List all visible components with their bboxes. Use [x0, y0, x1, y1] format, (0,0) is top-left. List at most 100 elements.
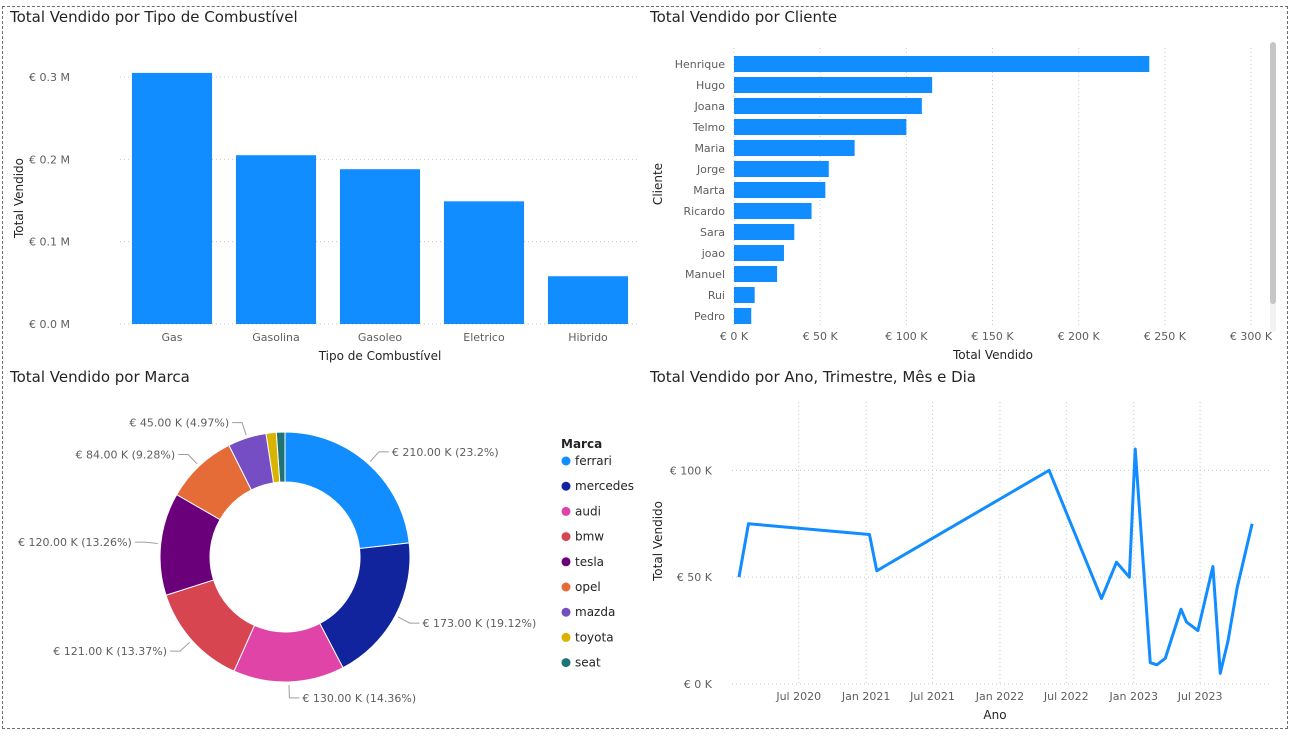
client-bar-joana: [734, 98, 922, 114]
client-bar-hugo: [734, 77, 933, 93]
client-x-axis-title: Total Vendido: [952, 348, 1033, 362]
fuel-y-tick-label: € 0.3 M: [29, 71, 70, 84]
client-y-tick-label: Joana: [694, 100, 725, 113]
timeline-x-tick-label: Jan 2022: [975, 690, 1024, 703]
donut-leader-line: [169, 642, 191, 652]
timeline-y-tick-label: € 50 K: [677, 571, 713, 584]
client-bar-marta: [734, 182, 826, 198]
fuel-type-chart-panel[interactable]: Total Vendido por Tipo de Combustível € …: [10, 8, 640, 368]
client-x-tick-label: € 200 K: [1058, 330, 1101, 343]
client-bar-rui: [734, 287, 755, 303]
client-x-tick-label: € 50 K: [803, 330, 839, 343]
client-x-tick-label: € 0 K: [720, 330, 749, 343]
timeline-x-tick-label: Jul 2021: [909, 690, 955, 703]
legend-item-bmw: bmw: [575, 530, 604, 544]
donut-legend-title: Marca: [561, 437, 602, 451]
timeline-chart-panel[interactable]: Total Vendido por Ano, Trimestre, Mês e …: [650, 368, 1282, 726]
client-y-tick-label: Telmo: [692, 121, 725, 134]
fuel-y-tick-label: € 0.1 M: [29, 236, 70, 249]
fuel-y-tick-label: € 0.0 M: [29, 318, 70, 331]
donut-data-label: € 130.00 K (14.36%): [302, 692, 416, 705]
client-y-tick-label: Pedro: [694, 310, 725, 323]
brand-chart-title: Total Vendido por Marca: [10, 368, 190, 386]
donut-data-label: € 84.00 K (9.28%): [75, 448, 175, 461]
client-chart-panel[interactable]: Total Vendido por Cliente € 0 K € 50 K € 1…: [650, 8, 1282, 368]
client-chart-title: Total Vendido por Cliente: [650, 8, 838, 26]
client-x-tick-label: € 100 K: [885, 330, 928, 343]
client-bar-sara: [734, 224, 795, 240]
fuel-bar-eletrico: [443, 201, 525, 324]
report-canvas: [2, 6, 1288, 729]
brand-chart-panel[interactable]: Total Vendido por Marca € 210.00 K (23.2…: [10, 368, 640, 726]
donut-leader-line: [288, 684, 300, 699]
donut-data-label: € 210.00 K (23.2%): [392, 446, 499, 459]
legend-marker-opel: [561, 582, 571, 592]
fuel-x-tick-label: Gasoleo: [358, 331, 403, 344]
fuel-y-axis-title: Total Vendido: [12, 158, 26, 239]
fuel-chart-title: Total Vendido por Tipo de Combustível: [10, 8, 298, 26]
client-y-tick-label: Marta: [693, 184, 725, 197]
timeline-chart-title: Total Vendido por Ano, Trimestre, Mês e …: [650, 368, 976, 386]
fuel-x-tick-label: Hibrido: [568, 331, 608, 344]
client-bar-pedro: [734, 308, 752, 324]
timeline-y-axis-title: Total Vendido: [651, 501, 665, 582]
timeline-x-axis-title: Ano: [983, 708, 1006, 722]
timeline-x-tick-label: Jul 2023: [1177, 690, 1223, 703]
client-x-tick-label: € 150 K: [971, 330, 1014, 343]
client-y-tick-label: Maria: [694, 142, 725, 155]
client-x-tick-label: € 250 K: [1144, 330, 1187, 343]
client-y-tick-label: joao: [701, 247, 726, 260]
client-bar-telmo: [734, 119, 907, 135]
timeline-x-tick-label: Jan 2021: [841, 690, 890, 703]
donut-leader-line: [178, 453, 198, 465]
fuel-y-tick-label: € 0.2 M: [29, 153, 70, 166]
timeline-x-tick-label: Jan 2023: [1109, 690, 1158, 703]
legend-item-tesla: tesla: [575, 555, 604, 569]
legend-marker-toyota: [561, 632, 571, 642]
timeline-series-line: [737, 447, 1254, 675]
client-y-tick-label: Sara: [700, 226, 725, 239]
fuel-x-tick-label: Gas: [162, 331, 183, 344]
fuel-bar-gasoleo: [339, 169, 421, 324]
donut-data-label: € 45.00 K (4.97%): [129, 417, 229, 430]
fuel-chart-svg: € 0.0 M € 0.1 M € 0.2 M € 0.3 M Gas Gasolina G…: [12, 71, 640, 363]
client-bar-ricardo: [734, 203, 812, 219]
legend-marker-seat: [561, 658, 571, 668]
donut-leader-line: [134, 541, 158, 544]
timeline-y-tick-label: € 0 K: [684, 678, 713, 691]
fuel-bar-hibrido: [547, 276, 629, 324]
legend-marker-mercedes: [561, 481, 571, 491]
client-y-tick-label: Hugo: [696, 79, 725, 92]
legend-marker-mazda: [561, 607, 571, 617]
fuel-bar-gas: [131, 72, 213, 324]
timeline-x-tick-label: Jul 2022: [1043, 690, 1089, 703]
timeline-y-tick-label: € 100 K: [670, 464, 713, 477]
client-chart-svg: € 0 K € 50 K € 100 K € 150 K € 200 K € 250 K €…: [651, 48, 1273, 362]
client-bar-manuel: [734, 266, 778, 282]
legend-marker-audi: [561, 506, 571, 516]
client-bar-henrique: [734, 56, 1150, 72]
donut-data-label: € 120.00 K (13.26%): [18, 536, 132, 549]
donut-leader-line: [369, 451, 389, 462]
client-y-tick-label: Rui: [708, 289, 725, 302]
client-bar-maria: [734, 140, 855, 156]
client-chart-scrollbar-thumb[interactable]: [1270, 42, 1276, 304]
client-y-tick-label: Manuel: [685, 268, 725, 281]
client-x-tick-label: € 300 K: [1230, 330, 1273, 343]
client-bar-joao: [734, 245, 784, 261]
timeline-x-tick-label: Jul 2020: [775, 690, 821, 703]
legend-item-audi: audi: [575, 504, 601, 518]
fuel-x-tick-label: Gasolina: [252, 331, 300, 344]
fuel-bar-gasolina: [235, 155, 317, 324]
fuel-x-tick-label: Eletrico: [463, 331, 505, 344]
legend-item-ferrari: ferrari: [575, 454, 612, 468]
brand-chart-svg: € 210.00 K (23.2%) € 173.00 K (19.12%) € 1…: [18, 417, 634, 705]
legend-marker-ferrari: [561, 456, 571, 466]
donut-leader-line: [232, 422, 247, 436]
fuel-x-axis-title: Tipo de Combustível: [318, 349, 442, 363]
client-y-tick-label: Henrique: [675, 58, 726, 71]
donut-slice-seat: [275, 431, 286, 483]
client-y-tick-label: Jorge: [696, 163, 725, 176]
legend-marker-bmw: [561, 532, 571, 542]
donut-data-label: € 121.00 K (13.37%): [53, 645, 167, 658]
